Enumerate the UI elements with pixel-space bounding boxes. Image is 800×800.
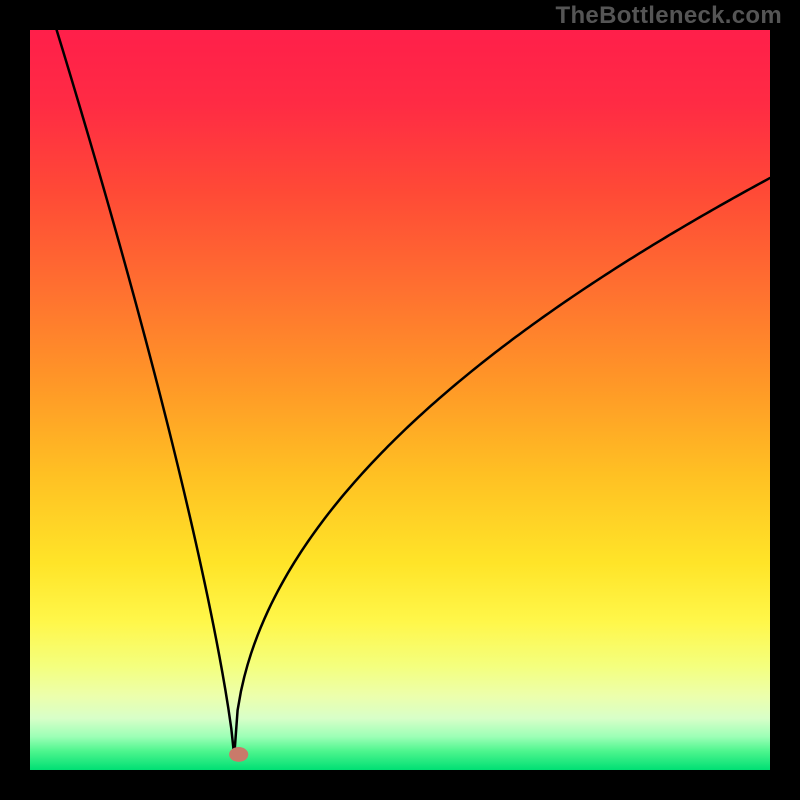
plot-svg — [30, 30, 770, 770]
watermark-text: TheBottleneck.com — [556, 2, 782, 30]
gradient-background — [30, 30, 770, 770]
minimum-marker — [229, 747, 248, 762]
outer-frame: TheBottleneck.com — [0, 0, 800, 800]
plot-area — [30, 30, 770, 770]
